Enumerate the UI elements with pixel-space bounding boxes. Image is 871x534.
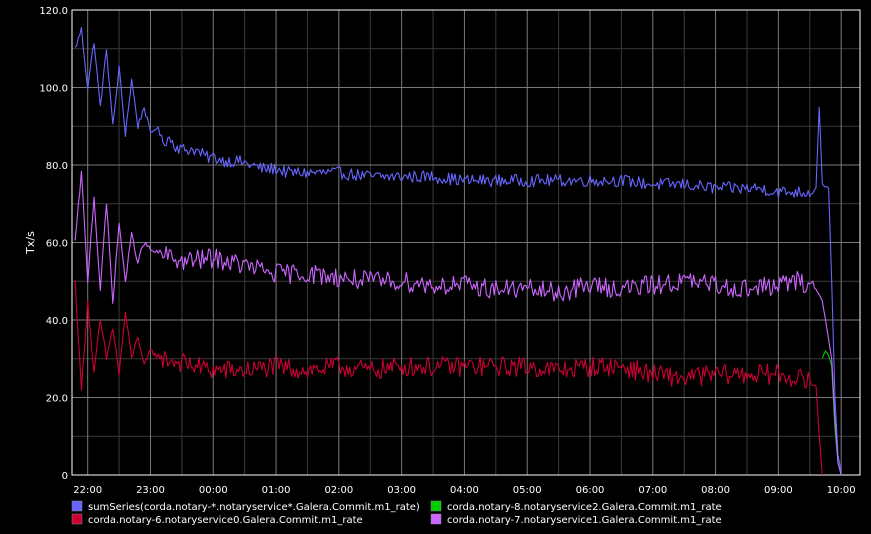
legend-swatch [71, 513, 83, 525]
y-axis-label: Tx/s [24, 231, 37, 255]
x-tick-label: 10:00 [827, 485, 856, 496]
x-tick-label: 06:00 [576, 485, 605, 496]
x-tick-label: 23:00 [136, 485, 165, 496]
y-axis-ticks: 0 20.0 40.0 60.0 80.0 100.0 120.0 [39, 6, 68, 482]
series-line-0 [74, 26, 842, 472]
x-tick-label: 02:00 [324, 485, 353, 496]
y-tick-label: 0 [62, 471, 68, 482]
legend-label: corda.notary-8.notaryservice2.Galera.Com… [447, 502, 722, 513]
x-tick-label: 03:00 [387, 485, 416, 496]
x-tick-label: 00:00 [199, 485, 228, 496]
x-tick-label: 01:00 [262, 485, 291, 496]
x-tick-label: 09:00 [764, 485, 793, 496]
legend-label: corda.notary-6.notaryservice0.Galera.Com… [88, 515, 363, 526]
legend-label: corda.notary-7.notaryservice1.Galera.Com… [447, 515, 722, 526]
plot-frame [71, 9, 861, 476]
y-tick-label: 40.0 [46, 316, 68, 327]
major-grid [72, 9, 860, 476]
x-tick-label: 08:00 [701, 485, 730, 496]
x-tick-label: 07:00 [638, 485, 667, 496]
y-tick-label: 120.0 [39, 6, 68, 17]
series-layer [74, 26, 842, 476]
legend-swatch [71, 500, 83, 512]
legend: sumSeries(corda.notary-*.notaryservice*.… [71, 500, 722, 526]
y-tick-label: 80.0 [46, 161, 68, 172]
x-tick-label: 05:00 [513, 485, 542, 496]
series-line-3 [74, 170, 842, 476]
x-tick-label: 04:00 [450, 485, 479, 496]
legend-swatch [430, 513, 442, 525]
y-tick-label: 20.0 [46, 394, 68, 405]
x-tick-label: 22:00 [73, 485, 102, 496]
x-axis-ticks: 22:00 23:00 00:00 01:00 02:00 03:00 04:00 05:00… [73, 485, 855, 496]
series-line-1 [74, 279, 823, 476]
legend-swatch [430, 500, 442, 512]
legend-label: sumSeries(corda.notary-*.notaryservice*.… [88, 502, 420, 513]
y-tick-label: 100.0 [39, 84, 68, 95]
y-tick-label: 60.0 [46, 239, 68, 250]
